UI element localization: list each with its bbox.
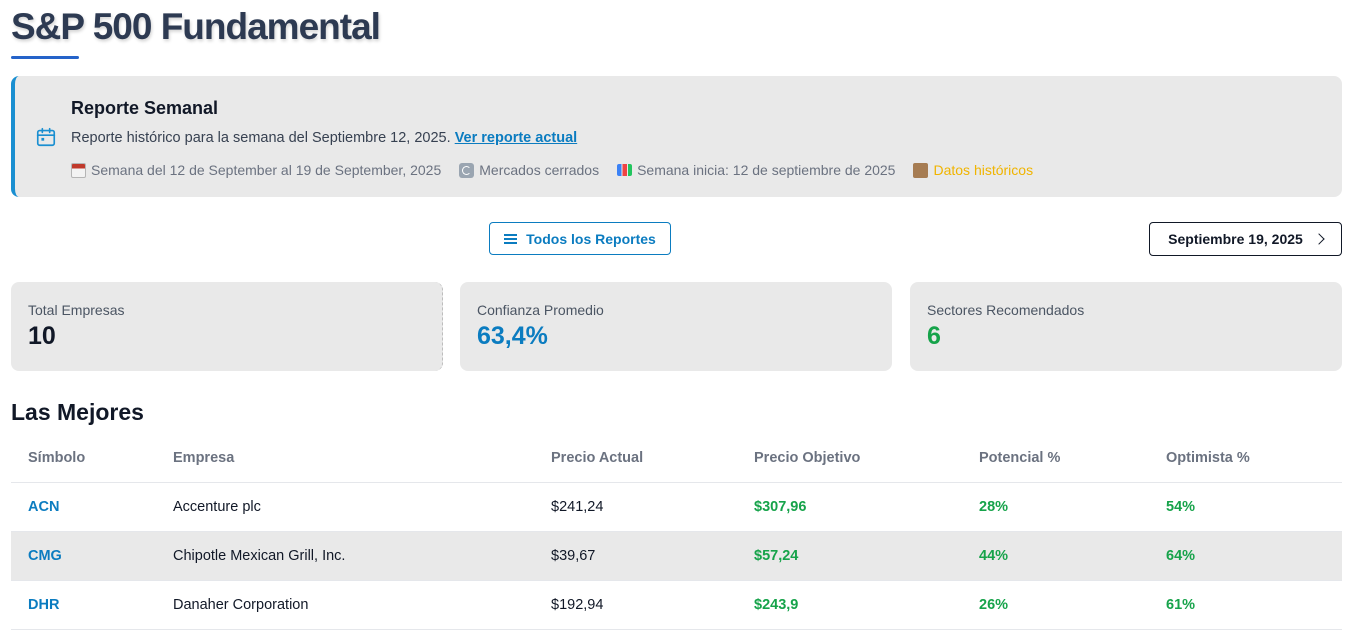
- target-price: $57,24: [754, 548, 799, 564]
- stat-value: 63,4%: [477, 322, 548, 350]
- symbol-link[interactable]: DHR: [28, 597, 60, 613]
- recommended-sectors-card: Sectores Recomendados 6: [910, 282, 1342, 371]
- symbol-link[interactable]: CMG: [28, 548, 62, 564]
- historical-data: Datos históricos: [913, 162, 1033, 178]
- target-price: $243,9: [754, 597, 799, 613]
- list-icon: [504, 233, 518, 244]
- optimistic-pct: 61%: [1166, 597, 1196, 613]
- banner-description: Reporte histórico para la semana del Sep…: [71, 130, 577, 146]
- company-name: Chipotle Mexican Grill, Inc.: [173, 548, 346, 564]
- stat-value: 10: [28, 322, 56, 350]
- scroll-icon: [913, 162, 929, 178]
- page-title: S&P 500 Fundamental: [11, 6, 381, 47]
- all-reports-label: Todos los Reportes: [526, 230, 656, 247]
- optimistic-pct: 64%: [1166, 548, 1196, 564]
- table-row[interactable]: DHR Danaher Corporation $192,94 $243,9 2…: [11, 581, 1342, 630]
- stat-label: Confianza Promedio: [477, 302, 604, 318]
- week-start-text: Semana inicia: 12 de septiembre de 2025: [637, 162, 896, 178]
- banner-meta: Semana del 12 de September al 19 de Sept…: [71, 162, 1051, 178]
- week-range: Semana del 12 de September al 19 de Sept…: [71, 162, 441, 178]
- all-reports-button[interactable]: Todos los Reportes: [489, 222, 671, 255]
- potential-pct: 28%: [979, 499, 1009, 515]
- avg-confidence-card: Confianza Promedio 63,4%: [460, 282, 892, 371]
- company-name: Accenture plc: [173, 499, 261, 515]
- target-price: $307,96: [754, 499, 807, 515]
- next-report-label: Septiembre 19, 2025: [1168, 231, 1303, 247]
- table-row[interactable]: CMG Chipotle Mexican Grill, Inc. $39,67 …: [11, 532, 1342, 581]
- banner-title: Reporte Semanal: [71, 98, 219, 118]
- stat-label: Sectores Recomendados: [927, 302, 1085, 318]
- calendar-icon: [36, 127, 56, 147]
- header-current-price[interactable]: Precio Actual: [551, 450, 644, 466]
- total-companies-card: Total Empresas 10: [11, 282, 443, 371]
- sync-icon: [459, 162, 475, 178]
- title-underline: [11, 56, 79, 59]
- bar-chart-icon: [617, 164, 633, 176]
- potential-pct: 26%: [979, 597, 1009, 613]
- table-row[interactable]: ACN Accenture plc $241,24 $307,96 28% 54…: [11, 483, 1342, 532]
- top-picks-table: Símbolo Empresa Precio Actual Precio Obj…: [11, 434, 1342, 630]
- next-report-button[interactable]: Septiembre 19, 2025: [1149, 222, 1342, 256]
- week-range-text: Semana del 12 de September al 19 de Sept…: [91, 162, 442, 178]
- symbol-link[interactable]: ACN: [28, 499, 60, 515]
- historical-data-text: Datos históricos: [933, 162, 1034, 178]
- current-price: $241,24: [551, 499, 604, 515]
- header-target-price[interactable]: Precio Objetivo: [754, 450, 861, 466]
- current-price: $39,67: [551, 548, 596, 564]
- current-price: $192,94: [551, 597, 604, 613]
- header-potential[interactable]: Potencial %: [979, 450, 1061, 466]
- chevron-right-icon: [1313, 233, 1325, 245]
- stat-label: Total Empresas: [28, 302, 125, 318]
- table-header: Símbolo Empresa Precio Actual Precio Obj…: [11, 434, 1342, 483]
- potential-pct: 44%: [979, 548, 1009, 564]
- section-title: Las Mejores: [11, 399, 144, 425]
- weekly-report-banner: Reporte Semanal Reporte histórico para l…: [11, 76, 1342, 197]
- stat-value: 6: [927, 322, 941, 350]
- company-name: Danaher Corporation: [173, 597, 309, 613]
- banner-description-text: Reporte histórico para la semana del Sep…: [71, 130, 451, 146]
- header-company[interactable]: Empresa: [173, 450, 235, 466]
- market-status-text: Mercados cerrados: [479, 162, 600, 178]
- header-symbol[interactable]: Símbolo: [28, 450, 86, 466]
- market-status: Mercados cerrados: [459, 162, 599, 178]
- header-optimistic[interactable]: Optimista %: [1166, 450, 1250, 466]
- week-start: Semana inicia: 12 de septiembre de 2025: [617, 162, 895, 178]
- optimistic-pct: 54%: [1166, 499, 1196, 515]
- calendar-emoji-icon: [71, 162, 86, 178]
- view-current-report-link[interactable]: Ver reporte actual: [454, 130, 578, 146]
